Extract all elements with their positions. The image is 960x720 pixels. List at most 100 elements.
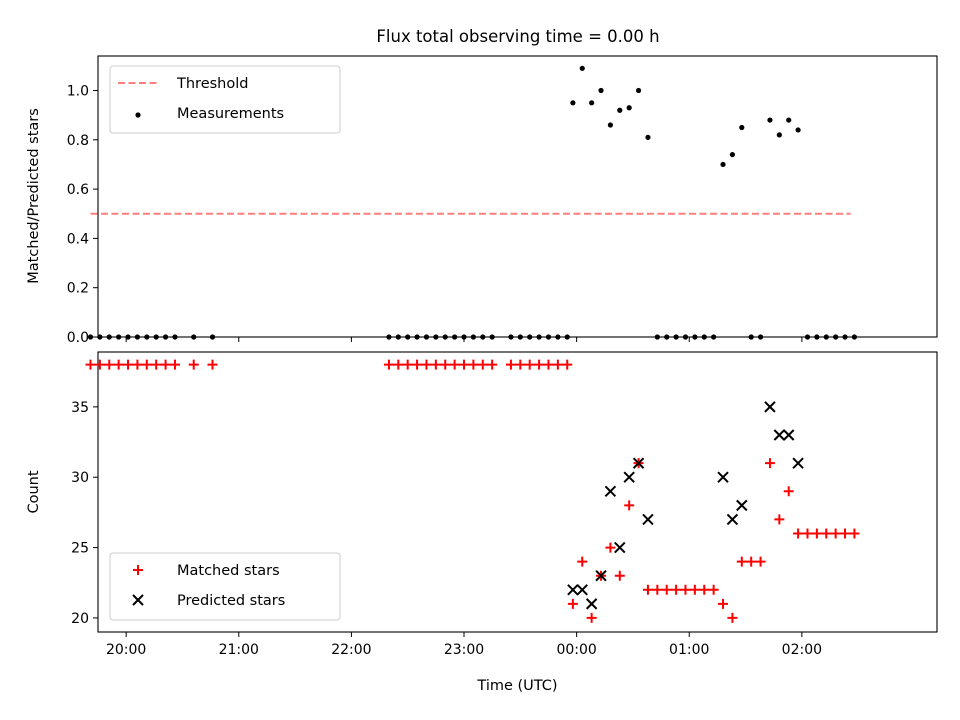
matched-star-point [534,359,545,370]
measurement-point [748,334,754,340]
x-tick-label: 00:00 [556,642,596,658]
matched-star-point [160,359,171,370]
predicted-star-point [614,541,626,554]
measurement-point [405,334,411,340]
legend-label: Predicted stars [177,593,285,609]
measurement-point [692,334,698,340]
measurement-point [654,334,660,340]
y-tick-label: 25 [71,541,89,557]
y-tick-label: 30 [71,470,89,486]
measurement-point [386,334,392,340]
predicted-star-point [736,499,748,512]
measurement-point [191,334,197,340]
x-tick-label: 01:00 [669,642,709,658]
matched-star-point [689,584,700,595]
y-axis-label: Matched/Predicted stars [26,108,42,284]
matched-star-point [169,359,180,370]
measurement-point [461,334,467,340]
matched-star-point [783,486,794,497]
y-tick-label: 20 [71,611,89,627]
legend-predicted-swatch [132,594,144,606]
matched-star-point [505,359,516,370]
measurement-point [395,334,401,340]
x-tick-label: 21:00 [219,642,259,658]
matched-star-point [567,598,578,609]
matched-star-point [802,528,813,539]
matched-star-point [562,359,573,370]
matched-star-point [468,359,479,370]
legend-label: Matched stars [177,563,280,579]
legend-measurement-swatch [135,112,141,118]
chart-title: Flux total observing time = 0.00 h [376,27,659,46]
matched-star-point [840,528,851,539]
x-tick-label: 02:00 [782,642,822,658]
measurement-point [823,334,829,340]
predicted-star-point [604,485,617,498]
matched-star-point [487,359,498,370]
matched-star-point [449,359,460,370]
matched-star-point [104,359,115,370]
legend-label: Threshold [176,76,248,92]
matched-star-point [774,514,785,525]
predicted-star-point [632,457,645,469]
y-tick-label: 0.4 [67,231,89,247]
measurement-point [162,334,169,340]
measurement-point [626,105,632,111]
measurement-point [711,334,717,340]
measurement-point [517,334,523,340]
matched-star-point [708,584,719,595]
predicted-star-point [623,471,635,483]
measurement-point [729,151,736,158]
matched-star-point [515,359,526,370]
measurement-point [739,124,745,131]
matched-star-point [680,584,691,595]
legend-box [109,552,341,621]
top-panel-ratio: 0.0 0.2 0.4 0.6 0.8 1.0 Matched/Predicted star… [26,55,938,346]
legend-label: Measurements [177,106,284,122]
measurement-point [480,334,486,340]
measurement-point [842,334,848,340]
matched-star-point [718,598,729,609]
measurement-point [564,334,570,340]
y-tick-label: 0.2 [67,281,89,297]
measurement-point [701,334,707,340]
measurement-point [508,334,514,340]
measurement-point [757,334,764,340]
measurement-point [116,334,122,340]
matched-star-point [671,584,682,595]
predicted-star-point [567,584,579,596]
measurement-point [776,132,782,138]
matched-star-point [188,359,199,370]
x-tick-label: 22:00 [331,642,371,658]
matched-star-point [393,359,404,370]
measurement-point [87,334,94,340]
measurement-point [153,334,159,340]
predicted-star-point [764,401,776,413]
measurement-point [617,107,623,113]
predicted-star-point [773,429,786,441]
matched-star-point [552,359,563,370]
matched-star-point [383,359,394,370]
measurement-point [442,334,448,340]
measurement-point [767,117,773,123]
matched-star-point [440,359,451,370]
matched-star-point [624,500,635,511]
matched-star-point [652,584,663,595]
matched-star-point [477,359,488,370]
measurement-point [134,334,141,340]
x-axis-label: Time (UTC) [476,678,557,694]
matched-star-point [736,556,747,567]
measurement-point [414,334,420,340]
legend-matched-swatch [133,565,143,575]
matched-star-point [586,612,597,623]
matched-star-point [755,556,766,567]
measurement-point [209,334,216,340]
matched-star-point [151,359,162,370]
matched-star-point [459,359,470,370]
matched-star-point [793,528,804,539]
measurement-point [682,334,689,340]
matched-star-point [132,359,143,370]
measurement-point [804,334,811,340]
measurement-point [795,127,801,133]
matched-star-point [123,359,134,370]
